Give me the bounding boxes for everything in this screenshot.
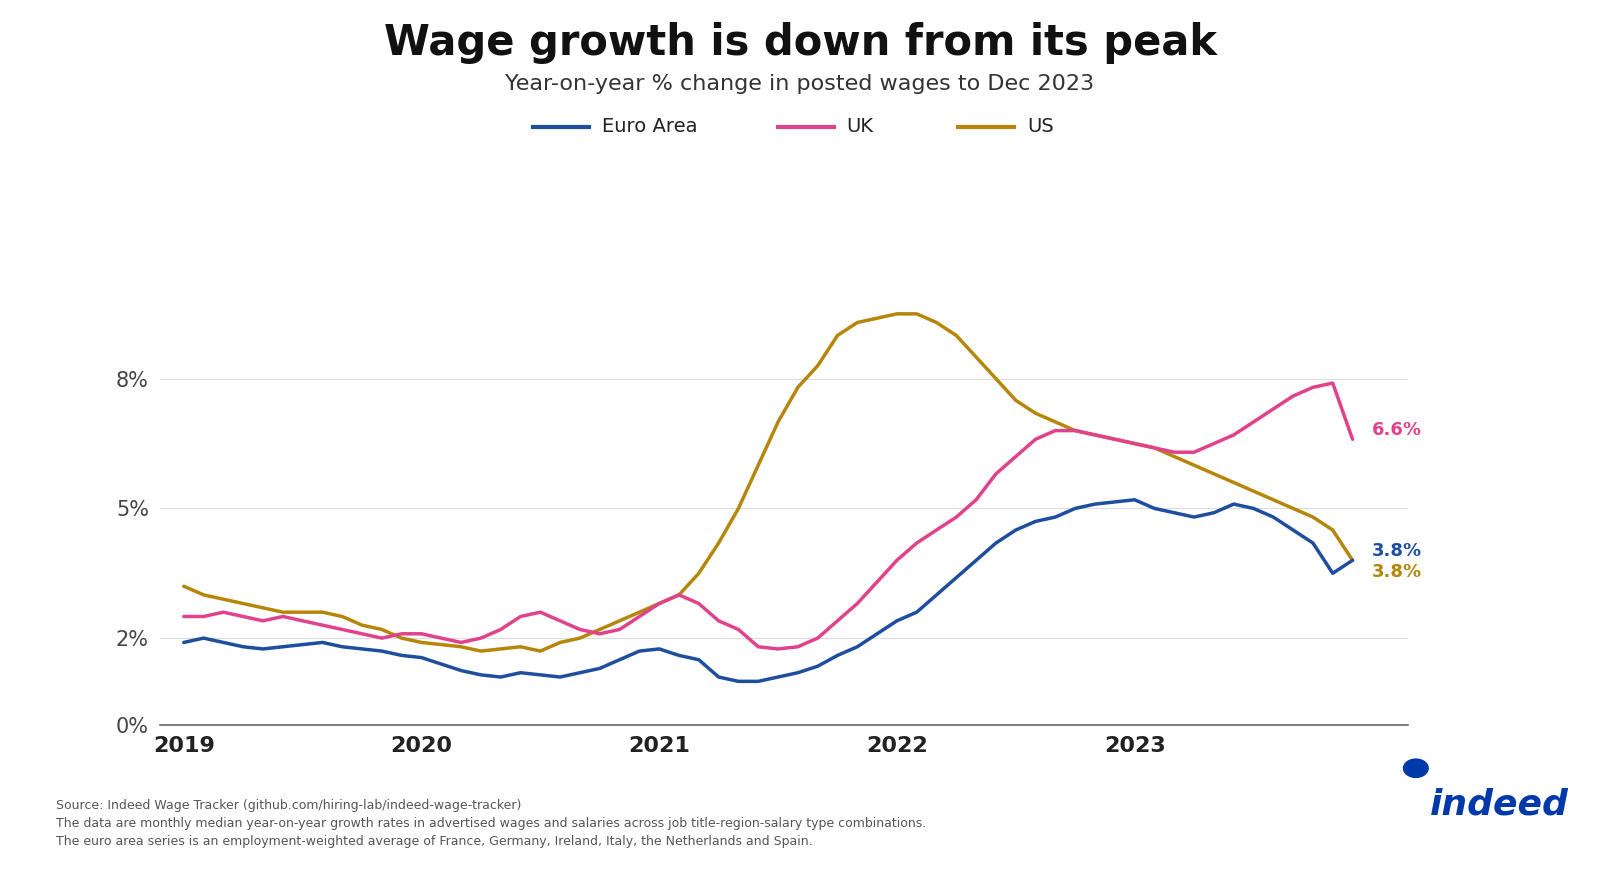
Text: 6.6%: 6.6% (1371, 421, 1421, 439)
Text: 3.8%: 3.8% (1371, 563, 1422, 581)
Text: 3.8%: 3.8% (1371, 542, 1422, 560)
Text: indeed: indeed (1430, 788, 1568, 821)
Text: Euro Area: Euro Area (602, 117, 698, 136)
Text: Year-on-year % change in posted wages to Dec 2023: Year-on-year % change in posted wages to… (506, 74, 1094, 94)
Circle shape (1403, 759, 1429, 777)
Text: Wage growth is down from its peak: Wage growth is down from its peak (384, 22, 1216, 64)
Text: UK: UK (846, 117, 874, 136)
Text: US: US (1027, 117, 1054, 136)
Text: Source: Indeed Wage Tracker (github.com/hiring-lab/indeed-wage-tracker)
The data: Source: Indeed Wage Tracker (github.com/… (56, 799, 926, 848)
